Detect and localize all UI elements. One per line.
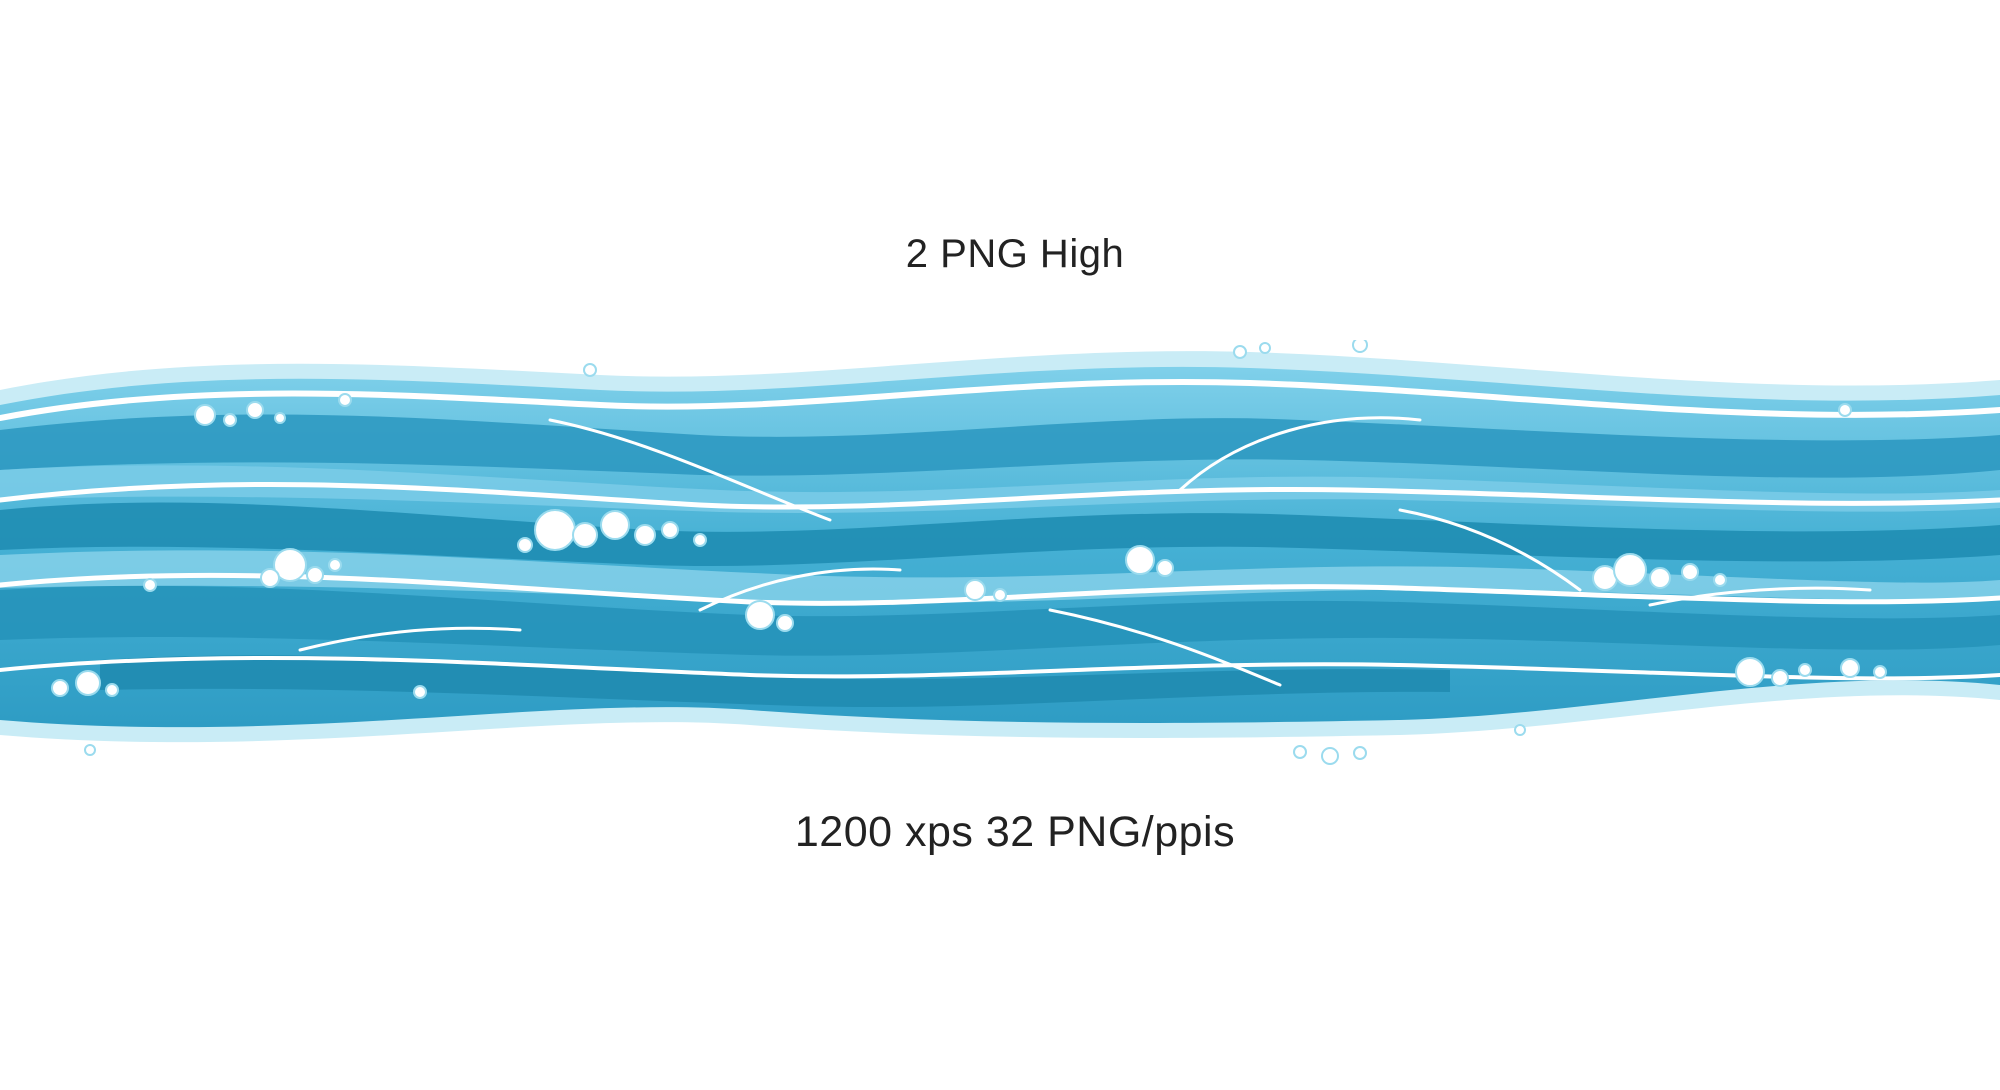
- water-waves-illustration: [0, 340, 2000, 765]
- bubbles: [51, 340, 1887, 765]
- wave-band: [0, 465, 2000, 514]
- foam-lines: [0, 378, 2000, 687]
- top-caption: 2 PNG High: [905, 232, 1125, 276]
- wave-band: [100, 655, 1450, 708]
- wave-band: [0, 502, 2000, 567]
- wave-band: [0, 414, 2000, 478]
- bottom-caption: 1200 xps 32 PNG/ppis: [794, 808, 1236, 856]
- wave-band: [0, 585, 2000, 656]
